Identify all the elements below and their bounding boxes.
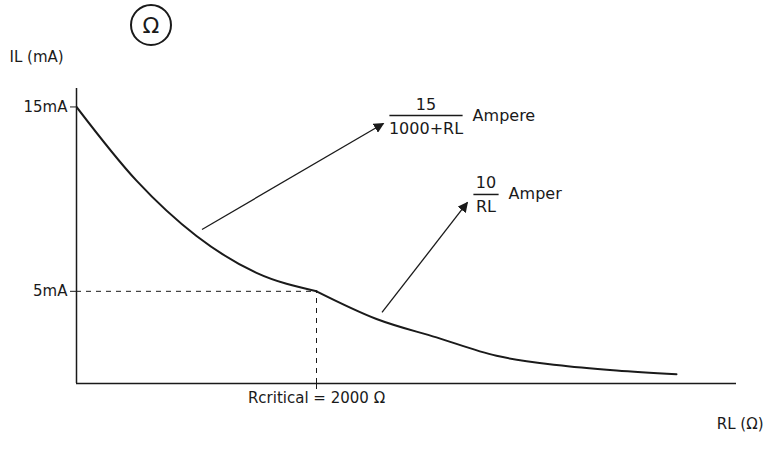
svg-text:5mA: 5mA	[33, 282, 68, 300]
svg-text:15: 15	[416, 95, 436, 114]
svg-text:Amper: Amper	[509, 184, 563, 203]
svg-text:15mA: 15mA	[24, 98, 69, 116]
svg-text:RL: RL	[476, 197, 496, 216]
svg-text:1000+RL: 1000+RL	[389, 119, 463, 138]
svg-text:Ampere: Ampere	[473, 106, 536, 125]
html-text:Ω: Ω	[142, 12, 160, 38]
svg-text:IL (mA): IL (mA)	[10, 48, 64, 66]
svg-text:Rcritical = 2000 Ω: Rcritical = 2000 Ω	[248, 389, 385, 407]
svg-text:10: 10	[476, 173, 496, 192]
svg-text:RL (Ω): RL (Ω)	[717, 415, 764, 433]
